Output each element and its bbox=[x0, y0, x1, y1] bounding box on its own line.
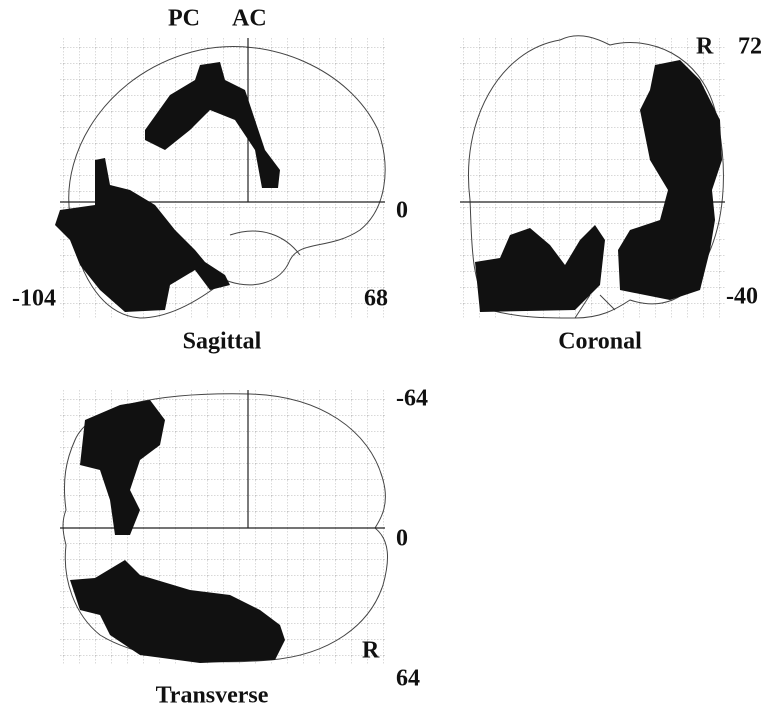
panel-title: Coronal bbox=[558, 329, 642, 355]
label: R bbox=[362, 638, 380, 664]
label: 0 bbox=[396, 198, 408, 224]
transverse-panel: -64 0 R 64 Transverse bbox=[60, 386, 428, 709]
label: 72 bbox=[738, 34, 762, 60]
label: -104 bbox=[12, 286, 56, 312]
label: -40 bbox=[726, 284, 758, 310]
label: 0 bbox=[396, 526, 408, 552]
label: PC bbox=[168, 6, 200, 32]
label: R bbox=[696, 34, 714, 60]
figure: PC AC 0 -104 68 Sagittal R 72 -40 Corona… bbox=[0, 0, 779, 711]
coronal-panel: R 72 -40 Coronal bbox=[460, 34, 762, 355]
label: -64 bbox=[396, 386, 428, 412]
sagittal-panel: PC AC 0 -104 68 Sagittal bbox=[12, 6, 408, 355]
panel-title: Transverse bbox=[156, 683, 269, 709]
panel-title: Sagittal bbox=[183, 329, 262, 355]
label: 68 bbox=[364, 286, 388, 312]
label: 64 bbox=[396, 666, 420, 692]
label: AC bbox=[232, 6, 267, 32]
